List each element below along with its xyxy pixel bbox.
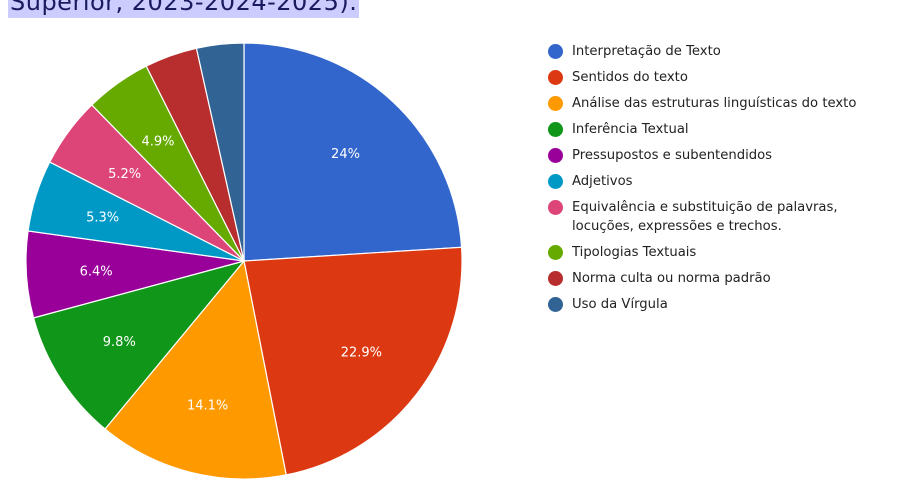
legend-item-inferencia[interactable]: Inferência Textual [548,120,868,139]
slice-percent-label: 22.9% [341,346,382,361]
chart-legend: Interpretação de Texto Sentidos do texto… [548,42,868,321]
slice-percent-label: 4.9% [141,134,174,149]
legend-swatch-icon [548,44,563,59]
pie-slice-labels: 24% 22.9% 14.1% 9.8% 6.4% 5.3% 5.2% 4.9% [80,134,382,413]
legend-item-analise[interactable]: Análise das estruturas linguísticas do t… [548,94,868,113]
legend-label: Norma culta ou norma padrão [572,271,771,286]
legend-swatch-icon [548,245,563,260]
legend-item-sentidos[interactable]: Sentidos do texto [548,68,868,87]
legend-label: Equivalência e substituição de palavras,… [572,200,838,234]
legend-item-virgula[interactable]: Uso da Vírgula [548,295,868,314]
legend-swatch-icon [548,122,563,137]
pie-slice[interactable] [243,246,463,476]
pie-slices [25,42,463,480]
slice-percent-label: 24% [331,147,360,162]
legend-swatch-icon [548,200,563,215]
legend-swatch-icon [548,96,563,111]
pie-slice[interactable] [243,42,463,262]
legend-item-adjetivos[interactable]: Adjetivos [548,172,868,191]
legend-item-norma-culta[interactable]: Norma culta ou norma padrão [548,269,868,288]
pie-slice[interactable] [104,259,287,480]
legend-swatch-icon [548,271,563,286]
legend-label: Pressupostos e subentendidos [572,148,773,163]
pie-slice[interactable] [32,259,246,430]
legend-label: Análise das estruturas linguísticas do t… [572,96,857,111]
legend-label: Inferência Textual [572,122,689,137]
legend-swatch-icon [548,174,563,189]
legend-label: Tipologias Textuais [572,245,697,260]
legend-label: Adjetivos [572,174,633,189]
legend-label: Interpretação de Texto [572,44,721,59]
slice-percent-label: 5.2% [108,167,141,182]
legend-item-equivalencia[interactable]: Equivalência e substituição de palavras,… [548,198,868,236]
slice-percent-label: 6.4% [80,264,113,279]
legend-swatch-icon [548,148,563,163]
slice-percent-label: 5.3% [86,211,119,226]
caption-text: Superior, 2023-2024-2025). [8,0,360,18]
legend-swatch-icon [548,297,563,312]
legend-item-pressupostos[interactable]: Pressupostos e subentendidos [548,146,868,165]
legend-label: Sentidos do texto [572,70,688,85]
legend-item-interpretacao[interactable]: Interpretação de Texto [548,42,868,61]
slice-percent-label: 14.1% [187,399,228,414]
slice-percent-label: 9.8% [103,335,136,350]
legend-item-tipologias[interactable]: Tipologias Textuais [548,243,868,262]
legend-label: Uso da Vírgula [572,297,668,312]
legend-swatch-icon [548,70,563,85]
pie-chart: 24% 22.9% 14.1% 9.8% 6.4% 5.3% 5.2% 4.9% [25,42,463,480]
pie-slice[interactable] [195,42,245,262]
